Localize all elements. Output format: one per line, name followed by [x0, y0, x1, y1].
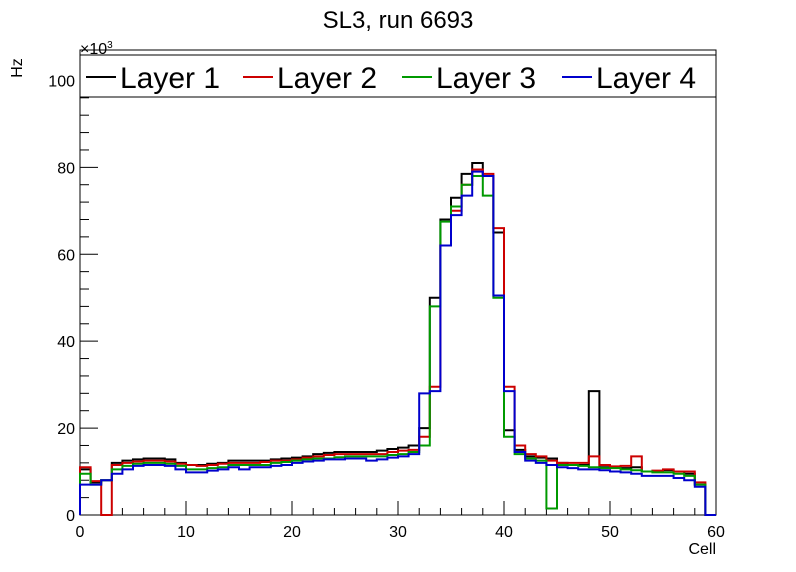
x-tick-label: 30 — [389, 524, 407, 541]
x-axis-label: Cell — [688, 541, 716, 558]
y-axis-multiplier: ×103 — [80, 40, 113, 58]
legend-label: Layer 4 — [596, 62, 696, 95]
x-tick-label: 60 — [707, 524, 725, 541]
y-axis-ticks: 0 20 40 60 80 100 — [48, 62, 98, 525]
chart-title: SL3, run 6693 — [323, 7, 474, 34]
x-tick-label: 10 — [177, 524, 195, 541]
series-line-4 — [79, 170, 716, 516]
x-tick-label: 40 — [495, 524, 513, 541]
y-tick-label: 20 — [57, 421, 75, 438]
x-tick-label: 0 — [76, 524, 85, 541]
y-tick-label: 40 — [57, 334, 75, 351]
series-line-3 — [79, 175, 716, 516]
legend-box — [79, 54, 717, 98]
series-layer — [79, 161, 716, 516]
y-axis-label: Hz — [9, 58, 26, 78]
legend: Layer 1 Layer 2 Layer 3 Layer 4 — [79, 54, 717, 98]
x-tick-label: 20 — [283, 524, 301, 541]
y-multiplier-exponent: 3 — [107, 40, 113, 51]
plot-frame — [79, 49, 717, 516]
legend-label: Layer 2 — [277, 62, 377, 95]
x-axis-ticks: 0 10 20 30 40 50 60 — [76, 501, 725, 541]
y-tick-label: 60 — [57, 247, 75, 264]
x-tick-label: 50 — [601, 524, 619, 541]
legend-label: Layer 1 — [120, 62, 220, 95]
y-tick-label: 100 — [48, 73, 75, 90]
legend-label: Layer 3 — [436, 62, 536, 95]
y-tick-label: 80 — [57, 160, 75, 177]
series-line-2 — [79, 168, 716, 516]
y-tick-label: 0 — [66, 508, 75, 525]
y-multiplier-base: ×10 — [80, 41, 107, 58]
